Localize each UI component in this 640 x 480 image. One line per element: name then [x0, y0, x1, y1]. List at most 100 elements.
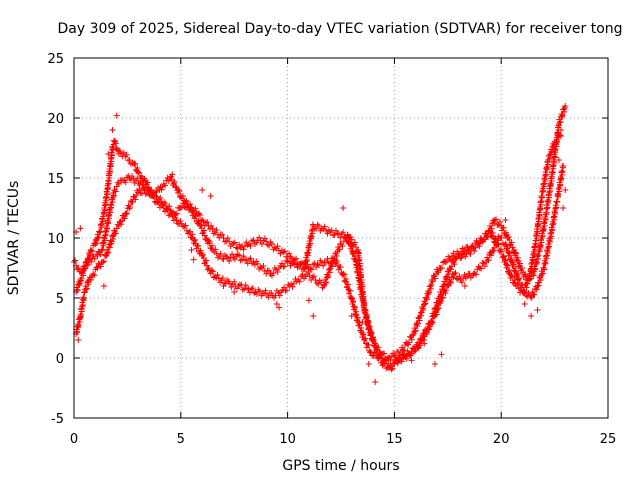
data-point-track-a — [361, 337, 368, 343]
data-point-track-c — [480, 260, 487, 267]
data-point-track-b — [77, 278, 84, 285]
data-point-track-b — [481, 235, 488, 241]
data-point-track-c — [226, 280, 233, 287]
data-point-track-a — [219, 231, 226, 238]
data-point-track-c — [325, 272, 332, 279]
data-point-track-c — [403, 355, 410, 362]
data-point-track-b — [177, 205, 184, 211]
data-point-track-c — [423, 329, 430, 336]
data-point-track-b — [541, 180, 548, 187]
data-point-track-b — [153, 193, 160, 200]
data-point-track-c — [183, 227, 190, 234]
data-point-track-a — [89, 248, 96, 255]
data-point-track-b — [527, 273, 534, 280]
data-point-track-b — [105, 219, 112, 226]
data-point-track-c — [165, 212, 172, 219]
data-point-track-b — [438, 265, 445, 272]
data-point-track-b — [333, 227, 340, 234]
data-point-track-c — [80, 295, 87, 302]
data-point-track-a — [542, 216, 549, 223]
data-point-track-b — [197, 221, 204, 228]
data-point-track-b — [302, 263, 309, 270]
data-point-track-c — [85, 281, 92, 288]
data-point-track-c — [544, 249, 551, 256]
data-point-track-c — [398, 358, 405, 365]
grid-lines — [74, 58, 608, 418]
data-point-track-b — [187, 203, 194, 210]
data-point-track-b — [224, 255, 231, 262]
data-point-track-a — [551, 159, 558, 166]
data-point-track-a — [165, 178, 172, 185]
data-point-track-c — [112, 230, 119, 237]
data-point-track-b — [486, 228, 493, 235]
data-point-track-c — [90, 271, 97, 277]
data-point-track-a — [99, 218, 106, 225]
data-point-outliers — [438, 351, 445, 358]
data-point-track-b — [234, 251, 241, 258]
data-points — [71, 103, 569, 385]
data-point-track-b — [435, 269, 442, 276]
data-point-track-a — [356, 321, 363, 328]
data-point-track-b — [427, 285, 434, 292]
data-point-track-c — [283, 287, 290, 294]
data-point-track-c — [345, 238, 352, 245]
data-point-track-c — [437, 298, 444, 305]
data-point-track-c — [150, 193, 157, 200]
data-point-track-b — [91, 255, 98, 262]
y-tick-label: 5 — [56, 292, 64, 307]
data-point-track-c — [452, 269, 459, 276]
data-point-track-c — [244, 285, 251, 292]
data-point-track-c — [372, 340, 379, 347]
data-point-outliers — [109, 127, 116, 133]
data-point-track-c — [205, 265, 212, 271]
data-point-outliers — [105, 151, 112, 157]
data-point-track-a — [514, 254, 521, 261]
data-point-track-b — [474, 239, 481, 246]
data-point-track-b — [408, 336, 415, 343]
data-point-track-a — [158, 186, 165, 193]
data-point-track-a — [286, 250, 293, 257]
data-point-outliers — [461, 283, 468, 289]
data-point-track-a — [437, 291, 444, 298]
data-point-track-a — [367, 349, 374, 355]
data-point-track-a — [362, 335, 369, 342]
data-point-track-c — [423, 330, 430, 337]
data-point-track-b — [412, 327, 419, 334]
data-point-track-a — [277, 250, 284, 257]
data-point-track-b — [450, 250, 457, 257]
data-point-track-c — [326, 266, 333, 273]
data-point-track-a — [519, 265, 526, 272]
data-point-track-c — [455, 276, 462, 283]
data-point-track-c — [199, 251, 206, 258]
data-point-track-c — [359, 283, 366, 290]
data-point-track-a — [201, 222, 208, 229]
data-point-track-a — [281, 248, 288, 255]
data-point-track-b — [143, 181, 150, 188]
data-point-track-c — [444, 283, 451, 289]
data-point-track-b — [432, 275, 439, 282]
data-point-track-c — [236, 281, 243, 288]
data-point-outliers — [421, 340, 428, 347]
data-point-track-c — [228, 283, 235, 290]
data-point-track-a — [544, 204, 551, 211]
data-point-track-c — [425, 325, 432, 331]
data-point-track-b — [482, 230, 489, 237]
data-point-track-a — [266, 242, 273, 249]
data-point-track-b — [122, 179, 129, 186]
data-point-track-a — [197, 212, 204, 219]
data-point-track-b — [294, 264, 301, 271]
data-point-track-a — [249, 238, 255, 244]
data-point-track-c — [420, 336, 427, 343]
data-point-track-b — [426, 289, 433, 296]
data-point-outliers — [502, 217, 509, 223]
data-point-track-c — [504, 244, 511, 251]
data-point-track-b — [489, 230, 496, 237]
data-point-track-b — [139, 181, 146, 187]
data-point-track-b — [250, 259, 257, 265]
data-point-track-c — [239, 286, 246, 293]
data-point-track-c — [214, 271, 221, 278]
data-point-track-c — [512, 265, 519, 272]
data-point-track-a — [263, 238, 270, 245]
data-point-track-c — [248, 286, 255, 293]
data-point-track-b — [127, 176, 134, 183]
